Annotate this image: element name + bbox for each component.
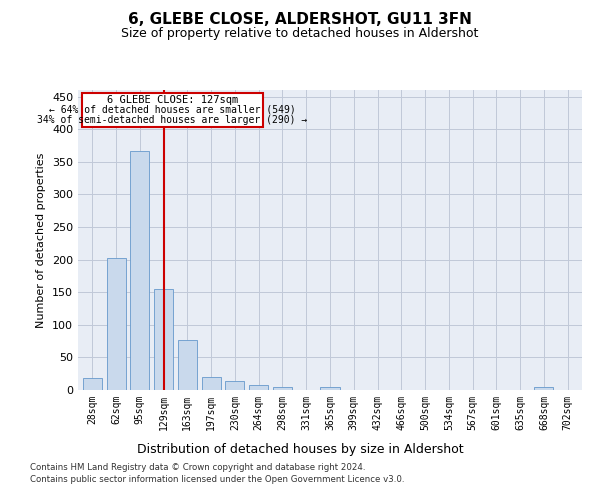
Text: 34% of semi-detached houses are larger (290) →: 34% of semi-detached houses are larger (…	[37, 116, 308, 126]
Bar	[535, 386, 553, 390]
Bar	[82, 92, 263, 127]
Text: Contains public sector information licensed under the Open Government Licence v3: Contains public sector information licen…	[30, 475, 404, 484]
Text: ← 64% of detached houses are smaller (549): ← 64% of detached houses are smaller (54…	[49, 105, 296, 115]
Text: 6, GLEBE CLOSE, ALDERSHOT, GU11 3FN: 6, GLEBE CLOSE, ALDERSHOT, GU11 3FN	[128, 12, 472, 28]
Bar	[320, 388, 340, 390]
Text: 6 GLEBE CLOSE: 127sqm: 6 GLEBE CLOSE: 127sqm	[107, 94, 238, 104]
Bar	[107, 258, 125, 390]
Text: Distribution of detached houses by size in Aldershot: Distribution of detached houses by size …	[137, 442, 463, 456]
Y-axis label: Number of detached properties: Number of detached properties	[37, 152, 46, 328]
Bar	[154, 289, 173, 390]
Bar	[202, 377, 221, 390]
Text: Size of property relative to detached houses in Aldershot: Size of property relative to detached ho…	[121, 28, 479, 40]
Bar	[178, 340, 197, 390]
Bar	[249, 386, 268, 390]
Bar	[130, 150, 149, 390]
Bar	[273, 386, 292, 390]
Bar	[226, 381, 244, 390]
Bar	[83, 378, 102, 390]
Text: Contains HM Land Registry data © Crown copyright and database right 2024.: Contains HM Land Registry data © Crown c…	[30, 462, 365, 471]
